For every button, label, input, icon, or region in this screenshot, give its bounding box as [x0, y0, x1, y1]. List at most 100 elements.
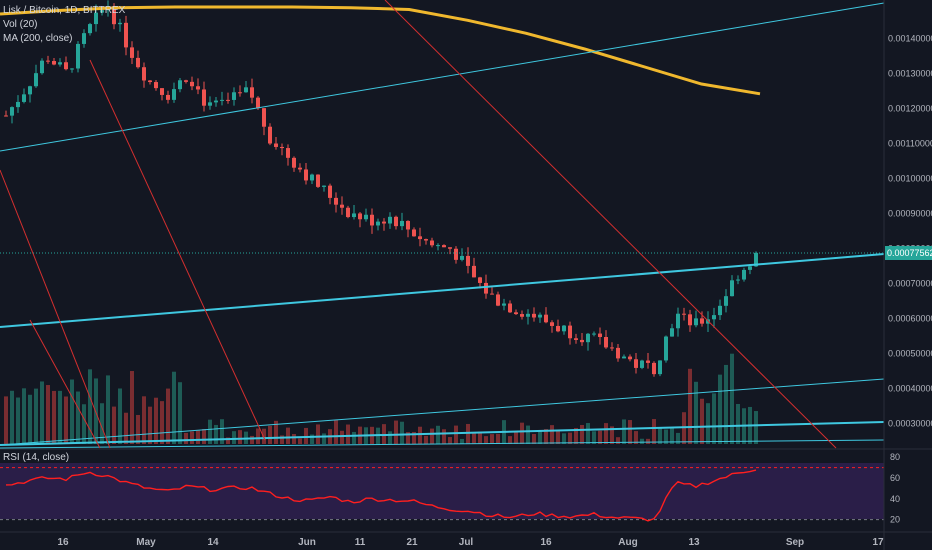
rsi-line — [5, 469, 757, 522]
candle-body — [526, 313, 530, 317]
candle-body — [190, 81, 194, 87]
volume-bar — [514, 432, 518, 444]
candle-body — [286, 148, 290, 158]
candle-body — [130, 47, 134, 58]
candle-body — [694, 318, 698, 326]
volume-bar — [196, 430, 200, 444]
volume-bar — [322, 433, 326, 444]
candle-body — [634, 359, 638, 368]
volume-bar — [232, 431, 236, 444]
volume-bar — [352, 431, 356, 444]
candle-body — [76, 43, 80, 69]
candle-body — [226, 99, 230, 101]
volume-bar — [634, 431, 638, 444]
candle-body — [682, 313, 686, 315]
candle-body — [388, 216, 392, 224]
volume-bar — [400, 421, 404, 444]
candle-body — [304, 169, 308, 181]
candle-body — [652, 362, 656, 375]
candle-body — [118, 22, 122, 25]
price-tick-label: 0.00030000 — [888, 419, 932, 429]
volume-bar — [490, 434, 494, 444]
candle-body — [604, 337, 608, 348]
volume-bar — [274, 420, 278, 444]
volume-bar — [256, 428, 260, 444]
volume-bar — [88, 369, 92, 444]
volume-bar — [556, 429, 560, 444]
volume-bar — [226, 437, 230, 444]
candle-body — [748, 266, 752, 270]
candle-body — [160, 88, 164, 95]
volume-bar — [10, 390, 14, 444]
rsi-legend[interactable]: RSI (14, close) — [3, 452, 70, 463]
candle-body — [478, 277, 482, 283]
candle-body — [598, 333, 602, 338]
volume-bar — [574, 428, 578, 444]
volume-bar — [616, 437, 620, 444]
volume-bar — [406, 432, 410, 444]
volume-bar — [592, 431, 596, 444]
volume-bar — [442, 429, 446, 444]
candle-body — [646, 360, 650, 363]
price-tick-label: 0.00130000 — [888, 69, 932, 79]
volume-bar — [670, 427, 674, 444]
candle-body — [382, 221, 386, 224]
candle-body — [358, 213, 362, 220]
last-price-tag — [885, 246, 932, 260]
candle-body — [676, 313, 680, 329]
candle-body — [250, 87, 254, 98]
candle-body — [268, 126, 272, 144]
volume-bar — [652, 419, 656, 444]
trendline-cyan — [0, 421, 885, 446]
volume-bar — [214, 424, 218, 444]
candle-body — [178, 80, 182, 90]
candle-body — [394, 216, 398, 227]
volume-bar — [730, 353, 734, 444]
candle-body — [466, 255, 470, 266]
trendline-red — [89, 59, 266, 441]
candle-body — [208, 102, 212, 106]
candle-body — [346, 207, 350, 218]
volume-bar — [430, 428, 434, 444]
volume-bar — [4, 396, 8, 444]
price-tick-label: 0.00120000 — [888, 104, 932, 114]
candle-body — [172, 89, 176, 100]
candle-body — [22, 94, 26, 102]
symbol-legend[interactable]: Lisk / Bitcoin, 1D, BITTREX — [3, 5, 126, 16]
candle-body — [166, 94, 170, 100]
candle-body — [460, 255, 464, 260]
volume-bar — [148, 406, 152, 444]
candle-body — [94, 12, 98, 25]
candle-body — [418, 236, 422, 240]
volume-legend[interactable]: Vol (20) — [3, 19, 38, 30]
candle-body — [670, 328, 674, 337]
trendline-cyan — [0, 378, 885, 446]
volume-bar — [16, 397, 20, 444]
candle-body — [142, 67, 146, 81]
candle-body — [622, 356, 626, 359]
candle-body — [82, 33, 86, 44]
candle-body — [436, 245, 440, 247]
candle-body — [376, 221, 380, 226]
volume-bar — [94, 378, 98, 444]
volume-bar — [304, 427, 308, 444]
volume-bar — [190, 431, 194, 444]
volume-bar — [310, 434, 314, 444]
volume-bar — [40, 381, 44, 444]
candle-body — [730, 280, 734, 297]
candle-body — [340, 204, 344, 208]
volume-bar — [724, 364, 728, 444]
candle-body — [580, 339, 584, 343]
volume-bar — [154, 397, 158, 444]
rsi-tick-label: 60 — [890, 473, 900, 483]
rsi-pane — [0, 467, 884, 522]
ma-legend[interactable]: MA (200, close) — [3, 33, 73, 44]
candle-body — [154, 82, 158, 89]
candle-body — [490, 293, 494, 295]
candle-body — [292, 157, 296, 168]
candle-body — [724, 296, 728, 306]
volume-bar — [508, 436, 512, 444]
candle-body — [64, 62, 68, 70]
